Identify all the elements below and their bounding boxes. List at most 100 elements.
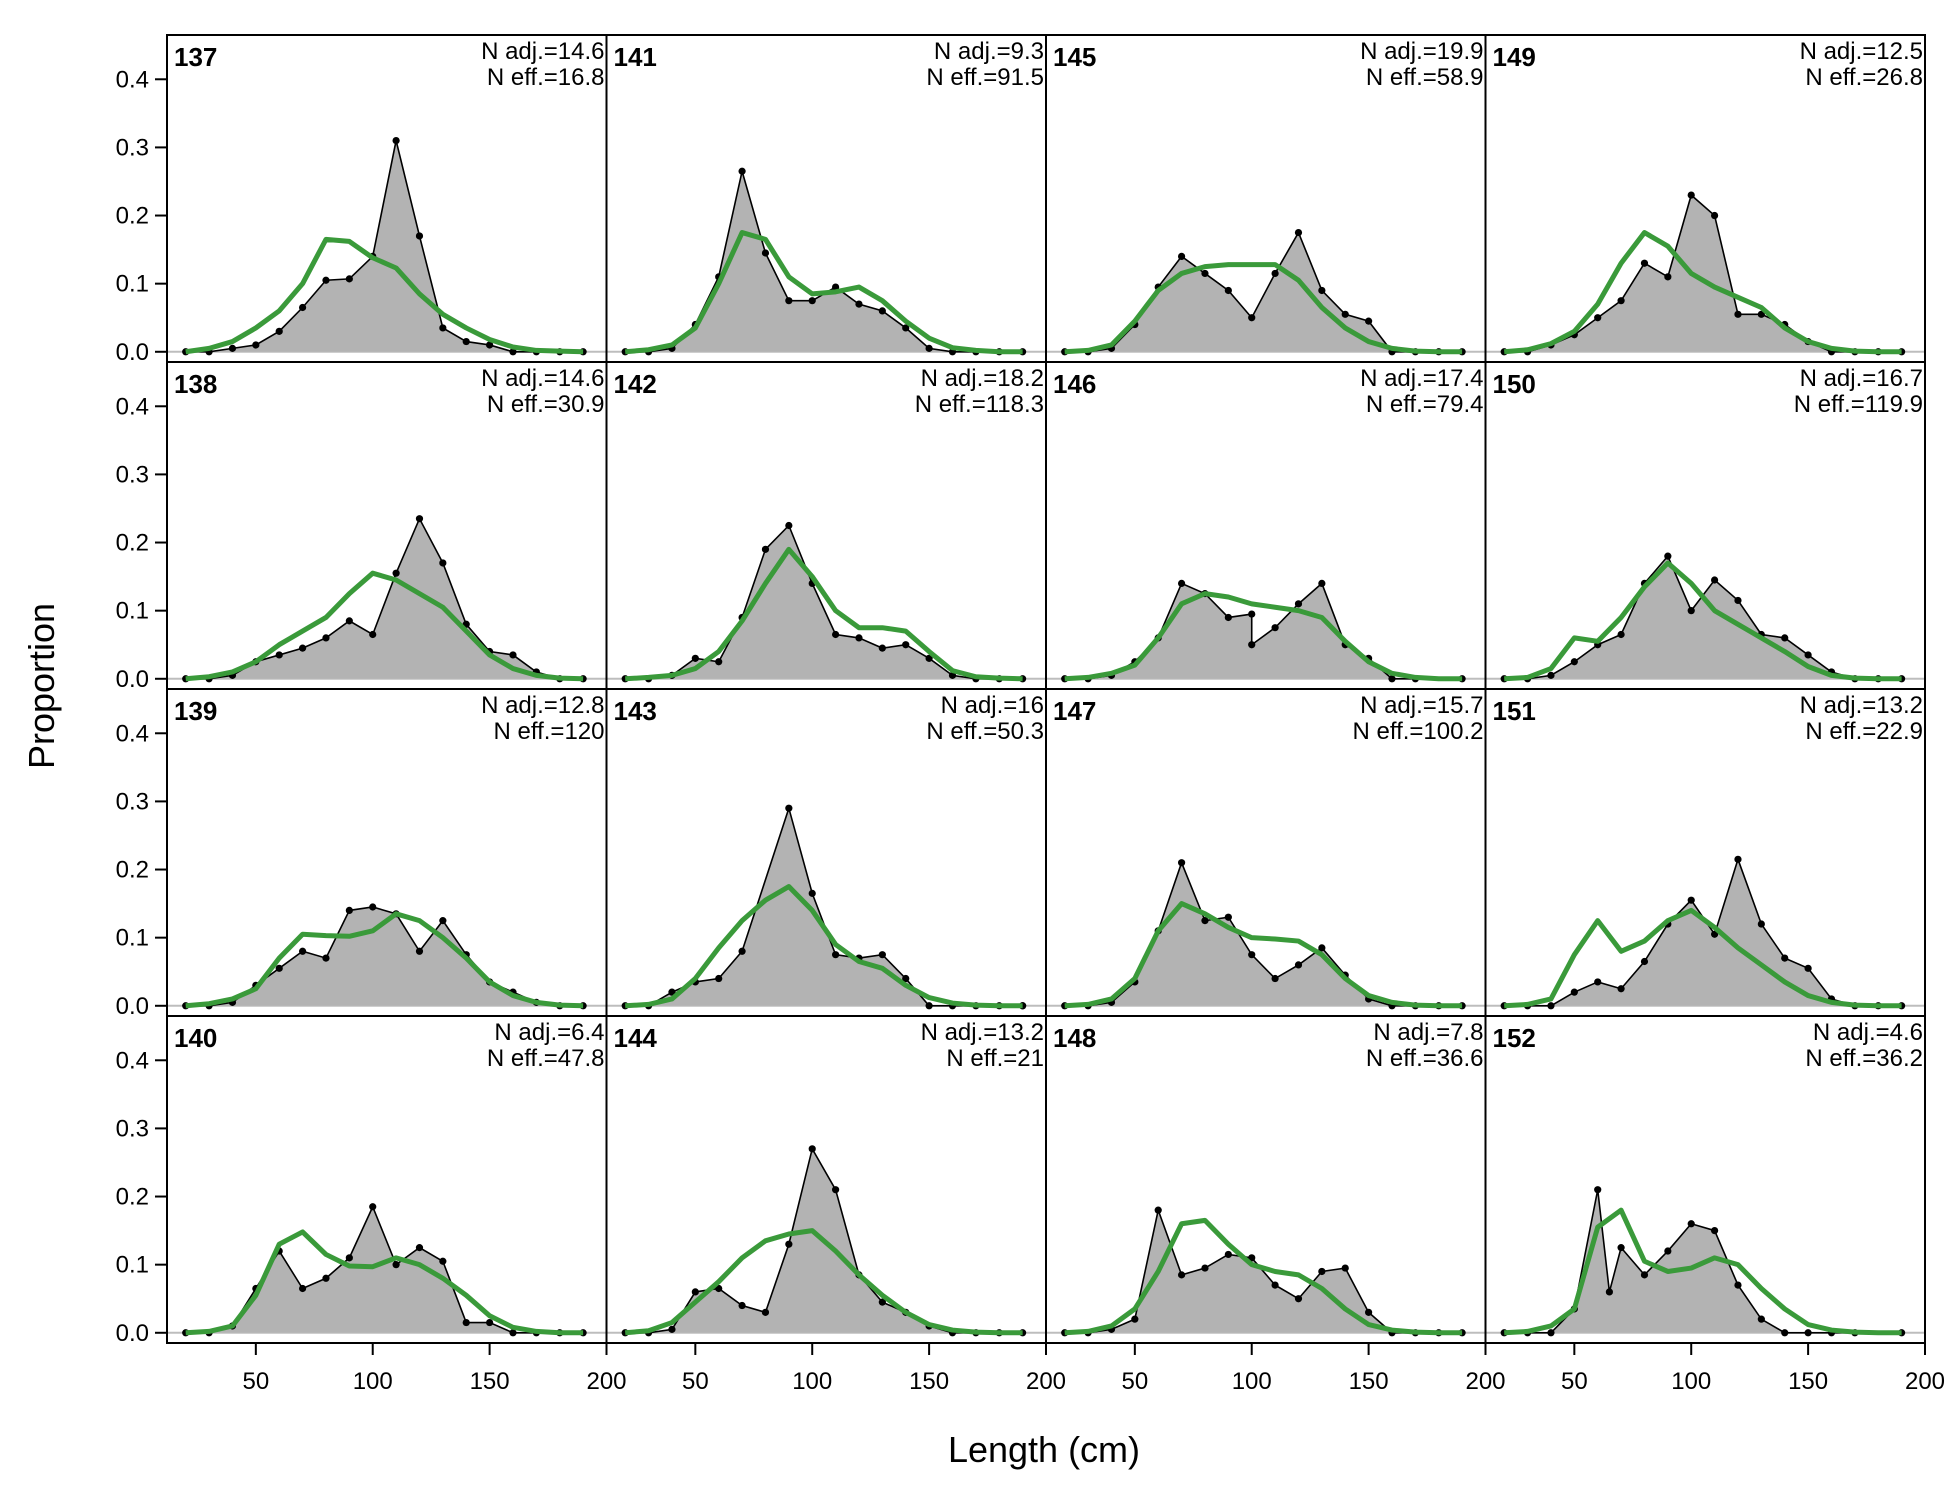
n-eff-label: N eff.=47.8 [487,1045,605,1072]
panel-144: 144 N adj.=13.2N eff.=21 [605,1015,1047,1344]
y-tick-label: 0.2 [116,857,149,884]
observed-point [1294,228,1303,237]
y-tick-label: 0.3 [116,1115,149,1142]
observed-point [322,954,330,962]
y-tick-label: 0.4 [116,720,149,747]
observed-point [439,1257,447,1265]
x-tick-label: 200 [1026,1368,1066,1395]
observed-point [668,988,676,996]
n-eff-label: N eff.=50.3 [926,718,1044,745]
observed-point [1711,211,1719,220]
observed-point [715,658,723,666]
x-tick-label: 100 [1232,1368,1272,1395]
observed-point [345,275,353,283]
panel-137: 137 N adj.=14.6N eff.=16.8 [166,34,608,363]
observed-point [1341,310,1349,318]
observed-point [439,324,447,332]
observed-point [761,249,770,257]
panel-id-label: 151 [1493,696,1536,726]
y-tick-label: 0.2 [116,530,149,557]
x-tick-label: 50 [1121,1368,1148,1395]
n-adj-label: N adj.=18.2 [921,365,1044,392]
observed-point [345,906,353,915]
n-eff-label: N eff.=22.9 [1805,718,1923,745]
observed-point [785,521,793,530]
observed-point [1711,930,1719,938]
observed-point [1757,920,1765,928]
observed-point [785,297,793,305]
observed-point [1804,964,1812,972]
observed-point [1664,1247,1672,1255]
observed-point [1664,273,1672,281]
panel-id-label: 149 [1493,42,1536,72]
n-eff-label: N eff.=30.9 [487,391,605,418]
observed-point [902,641,910,649]
observed-point [1617,630,1625,639]
observed-point [1804,651,1812,659]
observed-point [369,630,377,639]
observed-point [808,889,816,897]
observed-point [1154,1206,1162,1214]
expected-line [1504,907,1902,1009]
x-tick-label: 200 [586,1368,626,1395]
expected-line [185,236,584,355]
n-eff-label: N eff.=26.8 [1805,64,1923,91]
observed-point [691,654,699,662]
observed-area [185,1206,584,1333]
observed-point [1687,1220,1695,1228]
observed-line [1504,193,1902,353]
observed-point [1617,1244,1625,1252]
observed-point [1640,1271,1649,1279]
x-tick-label: 200 [1465,1368,1505,1395]
n-eff-label: N eff.=91.5 [926,64,1044,91]
y-tick-label: 0.4 [116,393,149,420]
panel-138: 138 N adj.=14.6N eff.=30.9 [166,361,608,690]
panel-id-label: 147 [1053,696,1096,726]
observed-point [275,327,283,335]
observed-point [1617,985,1625,993]
n-eff-label: N eff.=118.3 [915,391,1044,418]
panel-139: 139 N adj.=12.8N eff.=120 [166,688,608,1017]
expected-line [1064,901,1463,1009]
n-adj-label: N adj.=7.8 [1373,1019,1483,1046]
panel-151: 151 N adj.=13.2N eff.=22.9 [1484,688,1926,1017]
observed-point [392,1261,400,1269]
panel-140: 140 N adj.=6.4N eff.=47.8 [166,1015,608,1344]
y-tick-label: 0.2 [116,1184,149,1211]
observed-area [1064,232,1463,352]
y-tick-label: 0.1 [116,271,149,298]
observed-point [1605,1288,1614,1296]
n-eff-label: N eff.=58.9 [1366,64,1484,91]
observed-point [1248,314,1256,322]
expected-line [1504,560,1902,682]
y-tick-label: 0.1 [116,598,149,625]
n-adj-label: N adj.=19.9 [1360,38,1483,65]
panel-146: 146 N adj.=17.4N eff.=79.4 [1045,361,1487,690]
observed-point [1547,1002,1555,1010]
observed-line [185,1204,584,1334]
y-tick-label: 0.4 [116,1047,149,1074]
panel-id-label: 142 [614,369,657,399]
panel-id-label: 145 [1053,42,1096,72]
observed-point [1711,576,1719,584]
observed-point [832,283,840,291]
observed-point [322,276,330,284]
observed-point [1594,1186,1602,1194]
observed-point [1734,1281,1742,1289]
observed-point [369,903,377,911]
observed-point [738,167,746,175]
observed-point [925,654,933,662]
panel-id-label: 140 [174,1023,217,1053]
observed-point [392,569,400,577]
panel-id-label: 141 [614,42,657,72]
observed-point [1177,252,1186,261]
observed-point [252,341,260,349]
panel-id-label: 148 [1053,1023,1096,1053]
observed-area [185,518,584,679]
observed-line [185,140,584,353]
observed-point [902,974,910,983]
observed-point [1570,988,1578,996]
expected-line [185,911,584,1009]
observed-point [1734,596,1742,605]
